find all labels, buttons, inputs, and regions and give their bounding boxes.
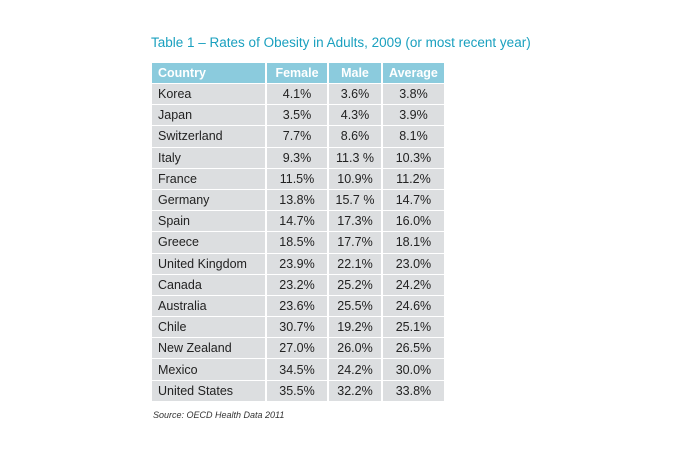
male-cell: 3.6% [329, 84, 381, 105]
male-cell: 22.1% [329, 253, 381, 274]
table-row: Japan 3.5% 4.3% 3.9% [152, 105, 444, 126]
average-cell: 30.0% [383, 359, 444, 380]
male-cell: 25.2% [329, 274, 381, 295]
column-header-male: Male [329, 63, 381, 83]
average-cell: 18.1% [383, 232, 444, 253]
average-cell: 24.2% [383, 274, 444, 295]
table-row: Italy 9.3% 11.3 % 10.3% [152, 147, 444, 168]
female-cell: 35.5% [267, 380, 327, 401]
country-cell: New Zealand [152, 338, 265, 359]
average-cell: 14.7% [383, 189, 444, 211]
table-header-row: Country Female Male Average [152, 63, 444, 83]
country-cell: Canada [152, 274, 265, 295]
female-cell: 4.1% [267, 84, 327, 105]
female-cell: 14.7% [267, 211, 327, 232]
average-cell: 3.8% [383, 84, 444, 105]
female-cell: 23.9% [267, 253, 327, 274]
female-cell: 23.2% [267, 274, 327, 295]
male-cell: 10.9% [329, 168, 381, 189]
male-cell: 19.2% [329, 317, 381, 338]
average-cell: 11.2% [383, 168, 444, 189]
table-row: France 11.5% 10.9% 11.2% [152, 168, 444, 189]
male-cell: 26.0% [329, 338, 381, 359]
male-cell: 25.5% [329, 295, 381, 317]
female-cell: 9.3% [267, 147, 327, 168]
female-cell: 27.0% [267, 338, 327, 359]
male-cell: 24.2% [329, 359, 381, 380]
column-header-country: Country [152, 63, 265, 83]
table-row: Korea 4.1% 3.6% 3.8% [152, 84, 444, 105]
male-cell: 4.3% [329, 105, 381, 126]
country-cell: Australia [152, 295, 265, 317]
average-cell: 10.3% [383, 147, 444, 168]
male-cell: 17.7% [329, 232, 381, 253]
country-cell: Greece [152, 232, 265, 253]
female-cell: 11.5% [267, 168, 327, 189]
average-cell: 8.1% [383, 126, 444, 147]
table-row: Spain 14.7% 17.3% 16.0% [152, 211, 444, 232]
country-cell: Switzerland [152, 126, 265, 147]
female-cell: 3.5% [267, 105, 327, 126]
obesity-table: Country Female Male Average Korea 4.1% 3.6… [150, 62, 446, 402]
female-cell: 34.5% [267, 359, 327, 380]
source-note: Source: OECD Health Data 2011 [153, 410, 285, 420]
male-cell: 15.7 % [329, 189, 381, 211]
country-cell: United States [152, 380, 265, 401]
table-row: United Kingdom 23.9% 22.1% 23.0% [152, 253, 444, 274]
male-cell: 8.6% [329, 126, 381, 147]
average-cell: 23.0% [383, 253, 444, 274]
average-cell: 3.9% [383, 105, 444, 126]
female-cell: 30.7% [267, 317, 327, 338]
average-cell: 26.5% [383, 338, 444, 359]
average-cell: 16.0% [383, 211, 444, 232]
table-row: Mexico 34.5% 24.2% 30.0% [152, 359, 444, 380]
country-cell: France [152, 168, 265, 189]
average-cell: 24.6% [383, 295, 444, 317]
male-cell: 11.3 % [329, 147, 381, 168]
female-cell: 18.5% [267, 232, 327, 253]
country-cell: Korea [152, 84, 265, 105]
table-row: Australia 23.6% 25.5% 24.6% [152, 295, 444, 317]
average-cell: 33.8% [383, 380, 444, 401]
table-row: Chile 30.7% 19.2% 25.1% [152, 317, 444, 338]
table-row: New Zealand 27.0% 26.0% 26.5% [152, 338, 444, 359]
female-cell: 7.7% [267, 126, 327, 147]
country-cell: Japan [152, 105, 265, 126]
column-header-female: Female [267, 63, 327, 83]
table-body: Korea 4.1% 3.6% 3.8% Japan 3.5% 4.3% 3.9% Switze… [152, 84, 444, 401]
country-cell: Germany [152, 189, 265, 211]
table-title: Table 1 – Rates of Obesity in Adults, 20… [151, 35, 531, 50]
table-row: Greece 18.5% 17.7% 18.1% [152, 232, 444, 253]
country-cell: Chile [152, 317, 265, 338]
country-cell: Spain [152, 211, 265, 232]
country-cell: Italy [152, 147, 265, 168]
country-cell: Mexico [152, 359, 265, 380]
table-row: Germany 13.8% 15.7 % 14.7% [152, 189, 444, 211]
table-row: United States 35.5% 32.2% 33.8% [152, 380, 444, 401]
average-cell: 25.1% [383, 317, 444, 338]
country-cell: United Kingdom [152, 253, 265, 274]
table-row: Switzerland 7.7% 8.6% 8.1% [152, 126, 444, 147]
male-cell: 32.2% [329, 380, 381, 401]
column-header-average: Average [383, 63, 444, 83]
table-row: Canada 23.2% 25.2% 24.2% [152, 274, 444, 295]
male-cell: 17.3% [329, 211, 381, 232]
female-cell: 23.6% [267, 295, 327, 317]
female-cell: 13.8% [267, 189, 327, 211]
